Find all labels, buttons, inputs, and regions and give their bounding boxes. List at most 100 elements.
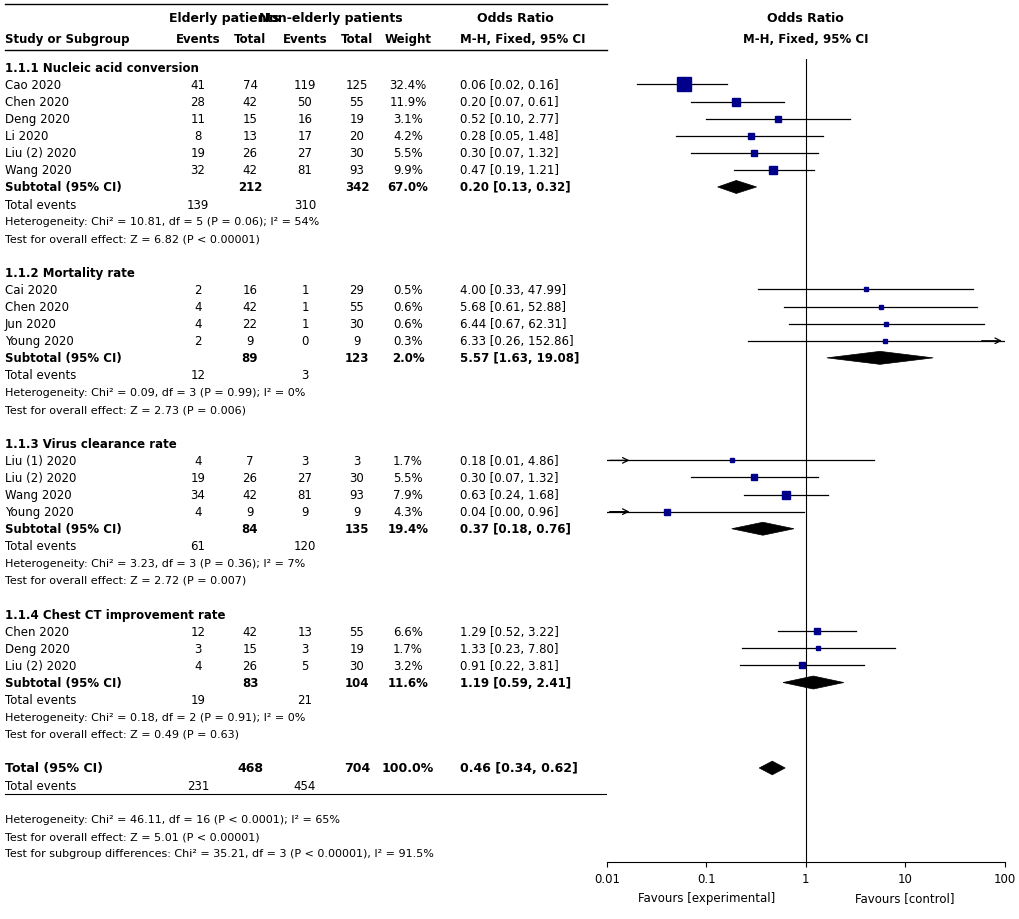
Text: 1.33 [0.23, 7.80]: 1.33 [0.23, 7.80] [460,642,558,655]
Text: Test for overall effect: Z = 2.73 (P = 0.006): Test for overall effect: Z = 2.73 (P = 0… [5,404,246,414]
Text: 0.28 [0.05, 1.48]: 0.28 [0.05, 1.48] [460,130,558,143]
Text: 9: 9 [353,335,361,348]
Text: 61: 61 [191,539,205,552]
Text: 1.7%: 1.7% [392,454,423,468]
Text: 4.3%: 4.3% [392,505,423,518]
Text: 11.9%: 11.9% [389,96,426,109]
Text: 50: 50 [298,96,312,109]
Text: 9: 9 [301,505,309,518]
Text: Total events: Total events [5,539,76,552]
Text: 19: 19 [191,693,205,707]
Text: 0.20 [0.13, 0.32]: 0.20 [0.13, 0.32] [460,181,570,194]
Text: Study or Subgroup: Study or Subgroup [5,33,129,46]
Text: 89: 89 [242,352,258,365]
Text: 3: 3 [301,642,309,655]
Text: 310: 310 [293,199,316,211]
Text: 0: 0 [301,335,309,348]
Text: Chen 2020: Chen 2020 [5,625,69,638]
Text: 16: 16 [298,113,312,126]
Text: 1: 1 [301,318,309,331]
Text: Jun 2020: Jun 2020 [5,318,57,331]
Text: 30: 30 [350,471,364,484]
Text: 55: 55 [350,96,364,109]
Text: 4: 4 [194,301,202,313]
Text: Favours [control]: Favours [control] [855,891,954,904]
Text: 42: 42 [243,165,257,177]
Text: 29: 29 [350,284,364,297]
Text: Heterogeneity: Chi² = 0.18, df = 2 (P = 0.91); I² = 0%: Heterogeneity: Chi² = 0.18, df = 2 (P = … [5,712,305,722]
Text: Deng 2020: Deng 2020 [5,642,70,655]
Text: 0.91 [0.22, 3.81]: 0.91 [0.22, 3.81] [460,659,558,672]
Text: 4: 4 [194,659,202,672]
Text: 212: 212 [237,181,262,194]
Text: 5.68 [0.61, 52.88]: 5.68 [0.61, 52.88] [460,301,566,313]
Text: Total events: Total events [5,199,76,211]
Text: Heterogeneity: Chi² = 3.23, df = 3 (P = 0.36); I² = 7%: Heterogeneity: Chi² = 3.23, df = 3 (P = … [5,559,305,568]
Text: 2: 2 [194,284,202,297]
Text: Chen 2020: Chen 2020 [5,96,69,109]
Text: 3.1%: 3.1% [392,113,423,126]
Text: Wang 2020: Wang 2020 [5,489,71,502]
Text: 0.04 [0.00, 0.96]: 0.04 [0.00, 0.96] [460,505,558,518]
Text: Cao 2020: Cao 2020 [5,79,61,92]
Text: Favours [experimental]: Favours [experimental] [637,891,774,904]
Text: M-H, Fixed, 95% CI: M-H, Fixed, 95% CI [742,33,868,46]
Text: 41: 41 [191,79,205,92]
Text: 81: 81 [298,165,312,177]
Text: 123: 123 [344,352,369,365]
Text: 120: 120 [293,539,316,552]
Text: 93: 93 [350,165,364,177]
Text: 11.6%: 11.6% [387,676,428,689]
Polygon shape [826,352,932,365]
Text: 16: 16 [243,284,257,297]
Text: Liu (2) 2020: Liu (2) 2020 [5,471,76,484]
Text: 6.44 [0.67, 62.31]: 6.44 [0.67, 62.31] [460,318,566,331]
Text: M-H, Fixed, 95% CI: M-H, Fixed, 95% CI [460,33,585,46]
Text: 7: 7 [246,454,254,468]
Text: Test for overall effect: Z = 2.72 (P = 0.007): Test for overall effect: Z = 2.72 (P = 0… [5,575,246,585]
Text: 30: 30 [350,318,364,331]
Text: Subtotal (95% CI): Subtotal (95% CI) [5,352,121,365]
Text: Non-elderly patients: Non-elderly patients [259,12,403,25]
Text: 12: 12 [191,625,205,638]
Text: Total events: Total events [5,369,76,382]
Text: 1.19 [0.59, 2.41]: 1.19 [0.59, 2.41] [460,676,571,689]
Text: 55: 55 [350,301,364,313]
Text: Odds Ratio: Odds Ratio [766,12,844,25]
Text: 93: 93 [350,489,364,502]
Text: Test for overall effect: Z = 5.01 (P < 0.00001): Test for overall effect: Z = 5.01 (P < 0… [5,832,260,842]
Text: Test for subgroup differences: Chi² = 35.21, df = 3 (P < 0.00001), I² = 91.5%: Test for subgroup differences: Chi² = 35… [5,848,433,858]
Text: 1: 1 [301,284,309,297]
Text: Total: Total [233,33,266,46]
Text: 0.37 [0.18, 0.76]: 0.37 [0.18, 0.76] [460,523,571,536]
Text: 83: 83 [242,676,258,689]
Text: Cai 2020: Cai 2020 [5,284,57,297]
Text: 26: 26 [243,659,257,672]
Text: 21: 21 [298,693,312,707]
Text: 4.00 [0.33, 47.99]: 4.00 [0.33, 47.99] [460,284,566,297]
Text: Liu (1) 2020: Liu (1) 2020 [5,454,76,468]
Text: 19: 19 [350,642,364,655]
Text: 1: 1 [301,301,309,313]
Text: Odds Ratio: Odds Ratio [476,12,553,25]
Text: 81: 81 [298,489,312,502]
Text: 3: 3 [195,642,202,655]
Text: 139: 139 [186,199,209,211]
Text: Chen 2020: Chen 2020 [5,301,69,313]
Text: 0.52 [0.10, 2.77]: 0.52 [0.10, 2.77] [460,113,558,126]
Text: 13: 13 [298,625,312,638]
Text: 19.4%: 19.4% [387,523,428,536]
Text: 42: 42 [243,301,257,313]
Text: 0.63 [0.24, 1.68]: 0.63 [0.24, 1.68] [460,489,558,502]
Text: 28: 28 [191,96,205,109]
Text: 5.57 [1.63, 19.08]: 5.57 [1.63, 19.08] [460,352,579,365]
Text: 84: 84 [242,523,258,536]
Text: 125: 125 [345,79,368,92]
Text: Total events: Total events [5,693,76,707]
Text: 9.9%: 9.9% [392,165,423,177]
Polygon shape [731,523,793,536]
Polygon shape [783,676,843,689]
Text: 4: 4 [194,318,202,331]
Text: 4.2%: 4.2% [392,130,423,143]
Text: 135: 135 [344,523,369,536]
